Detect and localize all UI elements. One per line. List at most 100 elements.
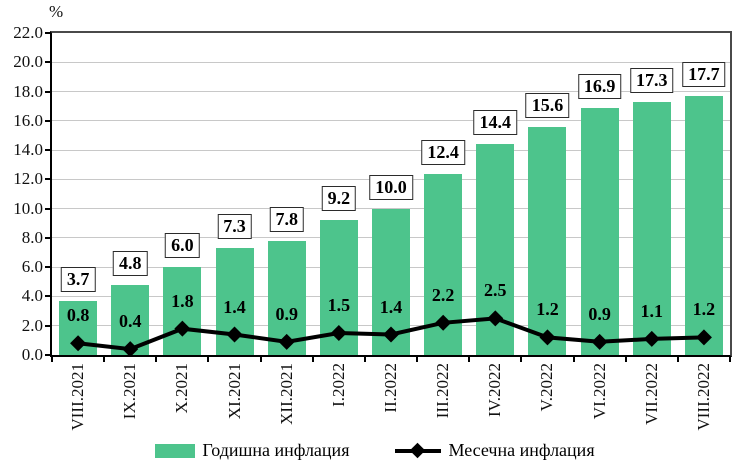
y-tick-label: 14.0 bbox=[13, 140, 43, 160]
diamond-marker-icon bbox=[591, 333, 608, 350]
y-tick-label: 18.0 bbox=[13, 81, 43, 101]
x-category-label: VI.2022 bbox=[589, 363, 609, 420]
y-tick-mark bbox=[45, 324, 52, 327]
y-tick-label: 4.0 bbox=[21, 286, 43, 306]
diamond-marker-icon bbox=[122, 341, 139, 355]
diamond-marker-icon bbox=[70, 335, 87, 352]
annual-inflation-bar bbox=[528, 126, 567, 355]
bar-value-box: 7.3 bbox=[217, 214, 252, 240]
bar-value-box: 7.8 bbox=[269, 206, 304, 232]
y-tick-label: 0.0 bbox=[21, 345, 43, 364]
y-tick-mark bbox=[45, 236, 52, 239]
monthly-inflation-line bbox=[70, 310, 712, 355]
diamond-marker-icon bbox=[330, 325, 347, 342]
annual-inflation-bar bbox=[163, 267, 202, 355]
y-tick-label: 8.0 bbox=[21, 227, 43, 247]
bar-value-box: 3.7 bbox=[60, 266, 96, 292]
y-tick-mark bbox=[45, 119, 52, 122]
y-tick-label: 12.0 bbox=[13, 169, 43, 189]
y-tick-mark bbox=[45, 178, 52, 181]
plot-area: 3.7 4.8 6.0 7.3 7.8 9.2 10.0 12.4 14.4 15.6 16.9 17… bbox=[50, 31, 732, 357]
diamond-marker-icon bbox=[174, 320, 191, 337]
y-tick-mark bbox=[45, 266, 52, 269]
bar-series-swatch-icon bbox=[155, 443, 196, 458]
gridline bbox=[52, 61, 730, 63]
x-category-label: X.2021 bbox=[172, 363, 192, 414]
x-tick-mark bbox=[416, 356, 419, 362]
diamond-marker-icon bbox=[435, 314, 452, 331]
y-tick-label: 2.0 bbox=[21, 315, 43, 335]
x-category-label: IV.2022 bbox=[485, 363, 505, 417]
x-category-label: VII.2022 bbox=[641, 363, 661, 425]
gridline bbox=[52, 120, 730, 122]
line-point-label: 0.4 bbox=[118, 311, 142, 332]
gridline bbox=[52, 149, 730, 151]
x-tick-mark bbox=[259, 356, 262, 362]
legend: Годишна инфлация Месечна инфлация bbox=[0, 440, 750, 461]
line-point-label: 1.8 bbox=[171, 290, 194, 311]
y-tick-mark bbox=[45, 61, 52, 64]
x-category-label: IX.2021 bbox=[120, 363, 140, 420]
diamond-marker-icon bbox=[539, 329, 556, 346]
bar-value-box: 9.2 bbox=[321, 186, 357, 212]
diamond-marker-icon bbox=[383, 326, 399, 343]
diamond-marker-icon bbox=[226, 326, 243, 343]
bar-value-box: 15.6 bbox=[525, 92, 570, 118]
line-point-label: 0.9 bbox=[588, 303, 611, 324]
x-tick-mark bbox=[729, 356, 731, 362]
x-tick-mark bbox=[520, 356, 523, 362]
y-tick-mark bbox=[45, 207, 52, 210]
annual-inflation-bar bbox=[684, 95, 723, 355]
y-axis-unit-label: % bbox=[49, 2, 64, 21]
y-tick-mark bbox=[45, 90, 52, 93]
line-point-label: 2.5 bbox=[484, 280, 507, 301]
legend-monthly-label: Месечна инфлация bbox=[448, 440, 595, 460]
diamond-marker-icon bbox=[643, 330, 660, 347]
bar-value-box: 12.4 bbox=[421, 139, 465, 165]
x-category-label: I.2022 bbox=[328, 363, 348, 407]
bar-value-box: 17.7 bbox=[682, 61, 726, 87]
gridline bbox=[52, 91, 730, 93]
x-tick-mark bbox=[207, 356, 210, 362]
annual-inflation-bar bbox=[632, 101, 671, 355]
line-point-label: 2.2 bbox=[431, 284, 455, 305]
legend-item-monthly: Месечна инфлация bbox=[395, 440, 595, 461]
y-tick-mark bbox=[45, 354, 52, 356]
x-category-label: V.2022 bbox=[537, 363, 557, 412]
y-tick-mark bbox=[45, 32, 52, 34]
y-tick-label: 10.0 bbox=[13, 198, 43, 218]
x-tick-mark bbox=[51, 356, 53, 362]
line-series-marker-icon bbox=[395, 442, 442, 458]
x-category-label: VIII.2022 bbox=[693, 363, 713, 431]
y-tick-mark bbox=[45, 149, 52, 152]
x-tick-mark bbox=[572, 356, 575, 362]
annual-inflation-bar bbox=[580, 107, 619, 355]
line-point-label: 1.1 bbox=[640, 300, 664, 321]
x-tick-mark bbox=[363, 356, 366, 362]
bar-value-box: 17.3 bbox=[630, 67, 674, 93]
x-tick-mark bbox=[311, 356, 314, 362]
diamond-marker-icon bbox=[410, 442, 426, 458]
bar-value-box: 16.9 bbox=[577, 73, 622, 99]
x-tick-mark bbox=[155, 356, 158, 362]
diamond-marker-icon bbox=[487, 310, 504, 327]
bar-value-box: 14.4 bbox=[473, 110, 518, 136]
x-tick-mark bbox=[624, 356, 627, 362]
y-tick-mark bbox=[45, 295, 52, 298]
bar-value-box: 4.8 bbox=[112, 250, 148, 276]
line-point-label: 0.8 bbox=[66, 305, 90, 326]
x-category-label: III.2022 bbox=[433, 363, 453, 419]
line-point-label: 1.2 bbox=[536, 299, 559, 320]
line-point-label: 1.5 bbox=[327, 295, 351, 316]
line-point-label: 0.9 bbox=[275, 303, 298, 324]
x-category-label: VIII.2021 bbox=[68, 363, 88, 431]
y-tick-label: 6.0 bbox=[21, 257, 43, 277]
diamond-marker-icon bbox=[278, 333, 295, 350]
x-category-label: II.2022 bbox=[381, 363, 400, 413]
line-point-label: 1.4 bbox=[223, 296, 246, 317]
legend-item-annual: Годишна инфлация bbox=[155, 440, 349, 461]
line-point-label: 1.2 bbox=[692, 299, 716, 320]
diamond-marker-icon bbox=[695, 329, 712, 346]
bar-value-box: 6.0 bbox=[165, 233, 200, 259]
